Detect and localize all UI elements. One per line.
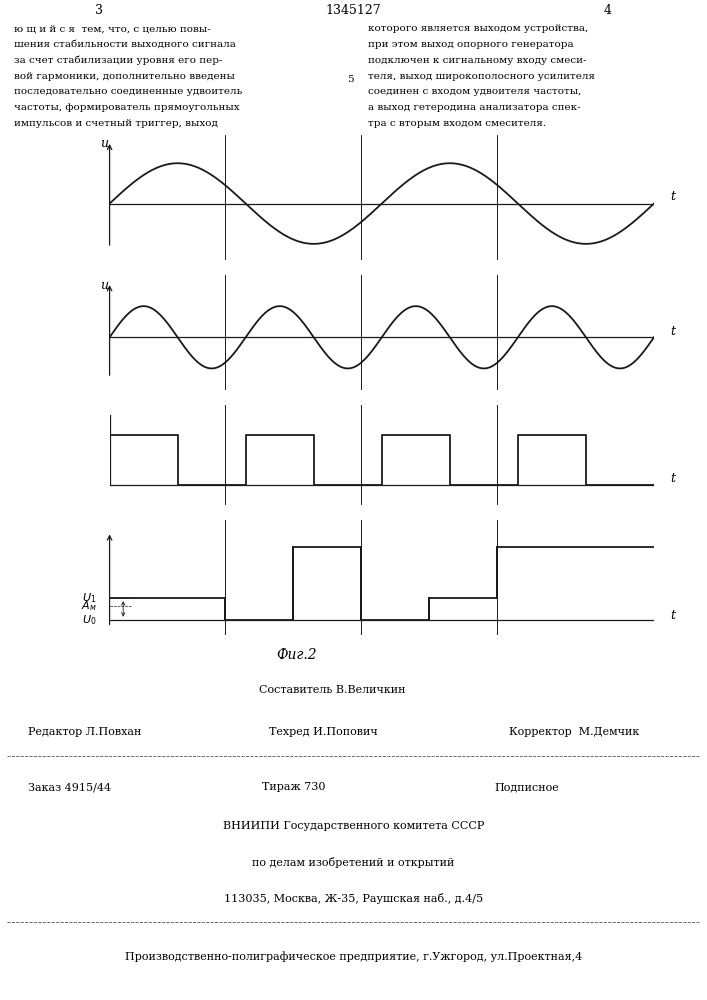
Text: соединен с входом удвоителя частоты,: соединен с входом удвоителя частоты, [368, 87, 581, 96]
Text: которого является выходом устройства,: которого является выходом устройства, [368, 24, 588, 33]
Text: Производственно-полиграфическое предприятие, г.Ужгород, ул.Проектная,4: Производственно-полиграфическое предприя… [125, 951, 582, 962]
Text: Корректор  М.Демчик: Корректор М.Демчик [509, 727, 639, 737]
Text: импульсов и счетный триггер, выход: импульсов и счетный триггер, выход [14, 119, 218, 128]
Text: тра с вторым входом смесителя.: тра с вторым входом смесителя. [368, 119, 546, 128]
Text: при этом выход опорного генератора: при этом выход опорного генератора [368, 40, 573, 49]
Text: t: t [670, 473, 675, 486]
Text: по делам изобретений и открытий: по делам изобретений и открытий [252, 857, 455, 868]
Text: 3: 3 [95, 4, 103, 17]
Text: t: t [670, 609, 675, 622]
Text: Редактор Л.Повхан: Редактор Л.Повхан [28, 727, 141, 737]
Text: Тираж 730: Тираж 730 [262, 782, 325, 792]
Text: Составитель В.Величкин: Составитель В.Величкин [259, 685, 406, 695]
Text: u: u [100, 137, 108, 150]
Text: вой гармоники, дополнительно введены: вой гармоники, дополнительно введены [14, 72, 235, 81]
Text: t: t [670, 190, 675, 203]
Text: t: t [670, 325, 675, 338]
Text: а выход гетеродина анализатора спек-: а выход гетеродина анализатора спек- [368, 103, 580, 112]
Text: Заказ 4915/44: Заказ 4915/44 [28, 782, 112, 792]
Text: 5: 5 [346, 75, 354, 84]
Text: $A_м$: $A_м$ [81, 599, 97, 613]
Text: u: u [100, 279, 108, 292]
Text: за счет стабилизации уровня его пер-: за счет стабилизации уровня его пер- [14, 56, 223, 65]
Text: Подписное: Подписное [495, 782, 560, 792]
Text: $U_0$: $U_0$ [82, 613, 97, 627]
Text: подключен к сигнальному входу смеси-: подключен к сигнальному входу смеси- [368, 56, 586, 65]
Text: ВНИИПИ Государственного комитета СССР: ВНИИПИ Государственного комитета СССР [223, 821, 484, 831]
Text: 113035, Москва, Ж-35, Раушская наб., д.4/5: 113035, Москва, Ж-35, Раушская наб., д.4… [224, 893, 483, 904]
Text: последовательно соединенные удвоитель: последовательно соединенные удвоитель [14, 87, 243, 96]
Text: Техред И.Попович: Техред И.Попович [269, 727, 378, 737]
Text: 1345127: 1345127 [326, 4, 381, 17]
Text: шения стабильности выходного сигнала: шения стабильности выходного сигнала [14, 40, 236, 49]
Text: частоты, формирователь прямоугольных: частоты, формирователь прямоугольных [14, 103, 240, 112]
Text: 4: 4 [604, 4, 612, 17]
Text: $U_1$: $U_1$ [82, 591, 97, 605]
Text: теля, выход широкополосного усилителя: теля, выход широкополосного усилителя [368, 72, 595, 81]
Text: ю щ и й с я  тем, что, с целью повы-: ю щ и й с я тем, что, с целью повы- [14, 24, 211, 33]
Text: Фиг.2: Фиг.2 [276, 648, 317, 662]
